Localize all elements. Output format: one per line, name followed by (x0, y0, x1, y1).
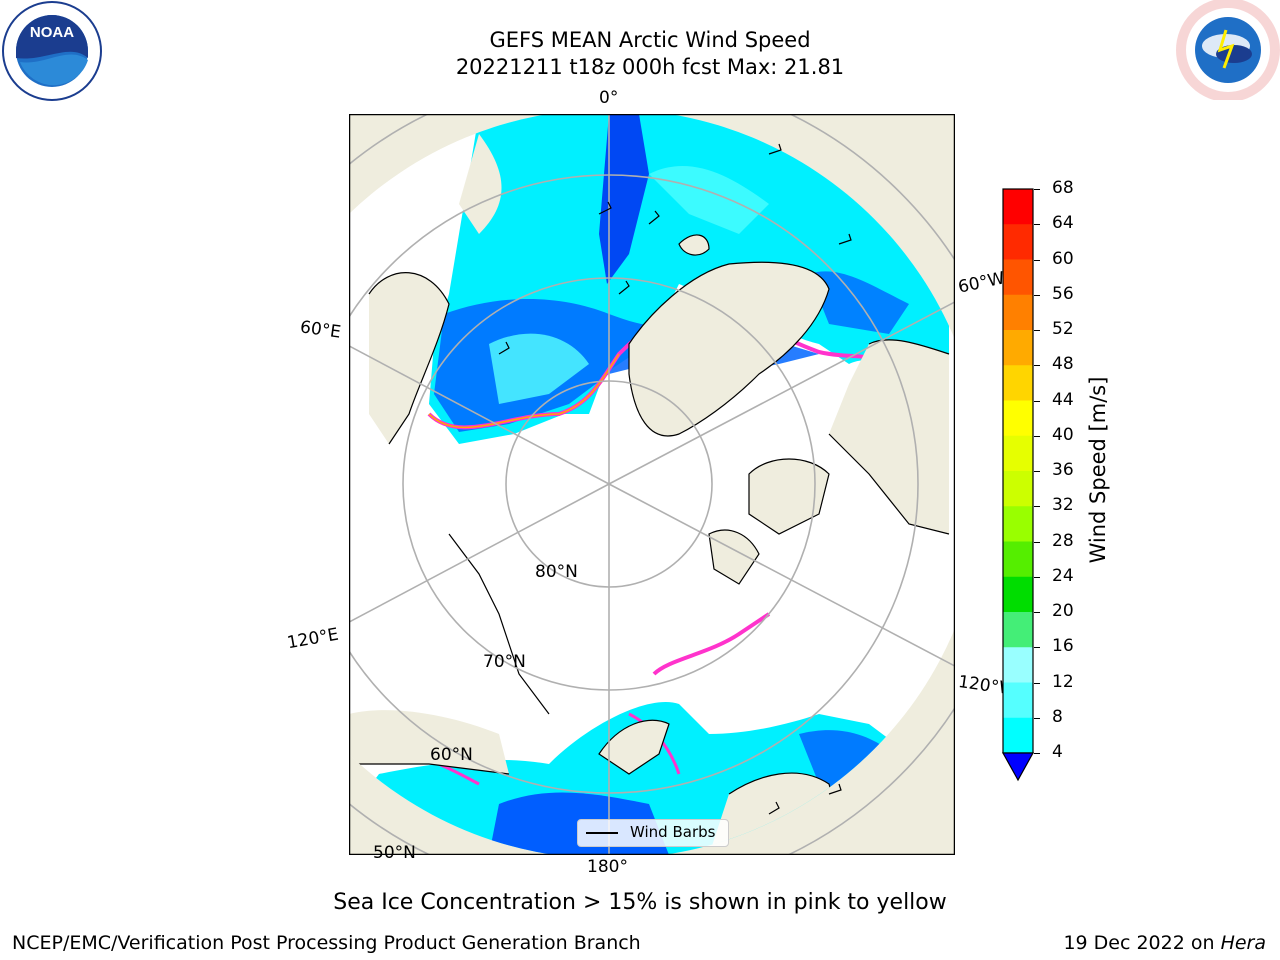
land-siberia-east (349, 710, 509, 774)
colorbar-tick: 40 (1052, 424, 1074, 445)
lat-label-50: 50°N (373, 843, 416, 863)
colorbar-tick-mark (1034, 576, 1040, 578)
lon-label-0: 0° (599, 88, 619, 108)
colorbar-tick-mark (1034, 365, 1040, 367)
colorbar-segment (1003, 259, 1033, 296)
colorbar-tick-mark (1034, 224, 1040, 226)
colorbar-segment (1003, 647, 1033, 683)
map-legend: Wind Barbs (577, 819, 729, 847)
wind-barbs (498, 143, 852, 815)
arctic-map (349, 114, 955, 855)
colorbar-segment (1003, 330, 1033, 366)
colorbar-tick: 32 (1052, 495, 1074, 516)
map-title: GEFS MEAN Arctic Wind Speed (489, 28, 811, 52)
colorbar-segment (1003, 189, 1033, 225)
colorbar-segment (1003, 576, 1033, 613)
colorbar-tick-mark (1034, 435, 1040, 437)
colorbar-tick-mark (1034, 682, 1040, 684)
footer-date-text: 19 Dec 2022 on (1063, 932, 1221, 954)
lon-label-60w: 60°W (956, 268, 1007, 298)
colorbar-tick-mark (1034, 506, 1040, 508)
colorbar-tick-mark (1034, 717, 1040, 719)
coastlines (349, 234, 950, 855)
footer-date: 19 Dec 2022 on Hera (1063, 932, 1266, 954)
colorbar-tick-mark (1034, 471, 1040, 472)
colorbar-tick: 12 (1052, 671, 1074, 692)
lon-label-180: 180° (587, 857, 628, 877)
colorbar-segment (1003, 294, 1033, 331)
lon-label-120e: 120°E (285, 624, 341, 654)
colorbar-segment (1003, 435, 1033, 472)
colorbar-tick: 68 (1052, 178, 1074, 198)
colorbar-segment (1003, 506, 1033, 542)
colorbar-tick-mark (1034, 612, 1040, 613)
colorbar-segment (1003, 717, 1033, 754)
land-greenland (629, 262, 829, 436)
nws-logo (1176, 0, 1280, 100)
colorbar-tick: 8 (1052, 706, 1063, 727)
lat-label-60: 60°N (430, 745, 473, 765)
colorbar-tick: 52 (1052, 319, 1074, 339)
colorbar (1001, 188, 1035, 782)
colorbar-tick-mark (1034, 400, 1040, 402)
colorbar-tick-mark (1034, 541, 1040, 543)
lat-label-70: 70°N (483, 652, 526, 672)
map-frame (349, 114, 955, 855)
colorbar-tick-mark (1034, 647, 1040, 649)
noaa-logo: NOAA (2, 1, 102, 101)
colorbar-title: Wind Speed [m/s] (1086, 376, 1110, 564)
land-scandinavia (369, 272, 449, 444)
sea-ice-note: Sea Ice Concentration > 15% is shown in … (333, 890, 947, 915)
colorbar-tick-mark (1034, 259, 1040, 261)
colorbar-tick: 56 (1052, 283, 1074, 304)
colorbar-tick-mark (1034, 294, 1040, 296)
colorbar-tick: 20 (1052, 601, 1074, 621)
colorbar-segment (1003, 612, 1033, 648)
footer-machine: Hera (1220, 932, 1266, 954)
land-iceland (679, 234, 709, 256)
colorbar-segment (1003, 365, 1033, 401)
colorbar-segment (1003, 471, 1033, 507)
lon-label-60e: 60°E (298, 317, 343, 343)
colorbar-tick: 4 (1052, 742, 1063, 762)
colorbar-segment (1003, 541, 1033, 578)
colorbar-tick: 24 (1052, 565, 1074, 586)
land-canada-arctic (829, 339, 949, 534)
colorbar-tick: 28 (1052, 530, 1074, 551)
sea-ice-edge-pacific (652, 612, 771, 676)
wind-barb-legend-line (586, 832, 618, 834)
svg-text:NOAA: NOAA (30, 24, 74, 41)
map-subtitle-run: 20221211 t18z 000h fcst Max: 21.81 (455, 55, 845, 79)
legend-label: Wind Barbs (630, 823, 716, 841)
colorbar-tick-mark (1034, 753, 1040, 754)
colorbar-tick: 44 (1052, 389, 1074, 410)
colorbar-segment (1003, 400, 1033, 437)
colorbar-tick-mark (1034, 189, 1040, 190)
colorbar-tick: 36 (1052, 460, 1074, 480)
footer-credit: NCEP/EMC/Verification Post Processing Pr… (12, 932, 641, 954)
colorbar-tick: 48 (1052, 354, 1074, 375)
colorbar-tick: 64 (1052, 213, 1074, 234)
colorbar-segment (1003, 682, 1033, 719)
colorbar-tick: 60 (1052, 248, 1074, 269)
lat-label-80: 80°N (535, 562, 578, 582)
colorbar-segment (1003, 224, 1033, 260)
colorbar-tick-mark (1034, 330, 1040, 331)
colorbar-tick: 16 (1052, 636, 1074, 657)
